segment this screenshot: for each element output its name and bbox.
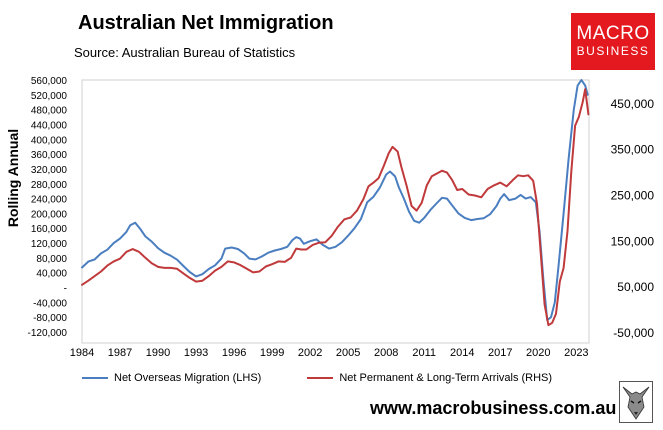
x-axis: 1984 1987 1990 1993 1996 1999 2002 2005 2008 2011… bbox=[70, 347, 589, 359]
y-left-tick-label: -80,000 bbox=[33, 313, 67, 324]
y-left-tick-label: 280,000 bbox=[31, 180, 68, 191]
x-tick-label: 2011 bbox=[412, 347, 436, 359]
y-right-tick-label: 150,000 bbox=[611, 234, 655, 248]
x-tick-label: 2020 bbox=[526, 347, 550, 359]
plot-frame bbox=[81, 79, 590, 344]
y-left-axis: 560,000 520,000 480,000 440,000 400,000 360,0… bbox=[28, 76, 68, 339]
series-line-nom bbox=[81, 79, 589, 322]
legend-item-nom: Net Overseas Migration (LHS) bbox=[82, 372, 261, 384]
y-left-tick-label: 360,000 bbox=[31, 150, 68, 161]
x-tick-label: 1993 bbox=[184, 347, 208, 359]
y-left-tick-label: - bbox=[64, 284, 67, 295]
x-tick-label: 2017 bbox=[488, 347, 512, 359]
y-axis-label: Rolling Annual bbox=[5, 129, 21, 227]
y-left-tick-label: 520,000 bbox=[31, 91, 68, 102]
legend-label-plt: Net Permanent & Long-Term Arrivals (RHS) bbox=[339, 372, 553, 384]
y-right-tick-label: -50,000 bbox=[613, 326, 654, 340]
x-tick-label: 1990 bbox=[146, 347, 170, 359]
chart-area: 560,000 520,000 480,000 440,000 400,000 360,0… bbox=[5, 76, 655, 359]
y-left-tick-label: 40,000 bbox=[36, 269, 67, 280]
brand-logo: MACRO BUSINESS bbox=[571, 13, 655, 70]
y-left-tick-label: 80,000 bbox=[36, 254, 67, 265]
wolf-icon bbox=[619, 381, 653, 423]
x-tick-label: 2014 bbox=[450, 347, 474, 359]
y-left-tick-label: 160,000 bbox=[31, 224, 68, 235]
x-tick-label: 1996 bbox=[222, 347, 246, 359]
y-right-tick-label: 350,000 bbox=[611, 143, 655, 157]
legend-swatch-plt bbox=[307, 377, 334, 379]
x-tick-label: 1984 bbox=[70, 347, 94, 359]
y-left-tick-label: 560,000 bbox=[31, 76, 68, 87]
series-line-plt bbox=[81, 88, 590, 327]
y-left-tick-label: -40,000 bbox=[33, 298, 67, 309]
y-left-tick-label: -120,000 bbox=[28, 328, 68, 339]
y-left-tick-label: 240,000 bbox=[31, 195, 68, 206]
y-left-tick-label: 120,000 bbox=[31, 239, 68, 250]
y-left-tick-label: 320,000 bbox=[31, 165, 68, 176]
x-tick-label: 2008 bbox=[374, 347, 398, 359]
y-right-tick-label: 50,000 bbox=[617, 280, 654, 294]
x-tick-label: 2023 bbox=[564, 347, 588, 359]
legend-swatch-nom bbox=[82, 377, 108, 379]
y-right-axis: 450,000 350,000 250,000 150,000 50,000 -50,00… bbox=[611, 97, 655, 340]
y-left-tick-label: 200,000 bbox=[31, 209, 68, 220]
y-left-tick-label: 440,000 bbox=[31, 120, 68, 131]
logo-line-2: BUSINESS bbox=[576, 44, 650, 58]
x-tick-label: 1999 bbox=[260, 347, 284, 359]
x-tick-label: 1987 bbox=[108, 347, 132, 359]
y-left-tick-label: 480,000 bbox=[31, 106, 68, 117]
website-url: www.macrobusiness.com.au bbox=[370, 398, 617, 418]
series-layer bbox=[81, 79, 590, 327]
x-tick-label: 2002 bbox=[298, 347, 322, 359]
y-right-tick-label: 450,000 bbox=[611, 97, 655, 111]
chart-legend: Net Overseas Migration (LHS) Net Permane… bbox=[82, 372, 598, 384]
legend-item-plt: Net Permanent & Long-Term Arrivals (RHS) bbox=[307, 372, 552, 384]
legend-label-nom: Net Overseas Migration (LHS) bbox=[114, 372, 262, 384]
chart-source: Source: Australian Bureau of Statistics bbox=[74, 45, 296, 60]
y-left-tick-label: 400,000 bbox=[31, 135, 68, 146]
logo-line-1: MACRO bbox=[576, 23, 650, 44]
y-right-tick-label: 250,000 bbox=[611, 189, 655, 203]
x-tick-label: 2005 bbox=[336, 347, 360, 359]
chart-title: Australian Net Immigration bbox=[78, 12, 334, 34]
